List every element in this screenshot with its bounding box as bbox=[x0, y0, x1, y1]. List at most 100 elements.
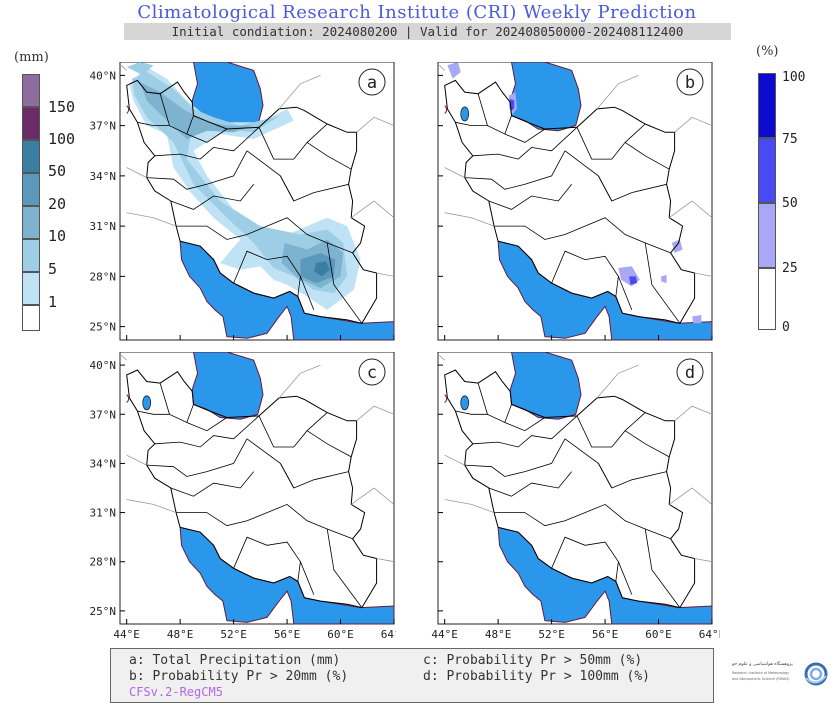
province-border bbox=[551, 536, 619, 582]
province-border bbox=[326, 242, 363, 324]
precip-contour bbox=[126, 62, 154, 76]
legend-swatch-50 bbox=[22, 140, 40, 173]
legend-level: 100 bbox=[782, 70, 806, 85]
probability-legend-unit: (%) bbox=[756, 44, 779, 59]
province-border bbox=[159, 93, 194, 135]
province-border bbox=[266, 217, 353, 254]
legend-level: 50 bbox=[782, 196, 798, 211]
legend-level: 25 bbox=[782, 261, 798, 276]
neighbour-border bbox=[694, 558, 713, 563]
legend-swatch-0-25 bbox=[758, 268, 776, 330]
neighbour-border bbox=[596, 364, 639, 399]
lat-label: 40°N bbox=[90, 359, 117, 372]
iran-border bbox=[126, 369, 378, 609]
province-border bbox=[576, 412, 646, 448]
lat-label: 31°N bbox=[90, 507, 117, 520]
legend-level: 50 bbox=[48, 162, 67, 180]
panel-letter: a bbox=[367, 73, 377, 93]
legend-level: 10 bbox=[48, 227, 67, 245]
iran-border bbox=[444, 79, 696, 324]
province-border bbox=[472, 415, 578, 448]
panel-description-box: a: Total Precipitation (mm) c: Probabili… bbox=[110, 648, 714, 703]
lat-label: 25°N bbox=[90, 321, 117, 334]
coastline-mark bbox=[126, 394, 130, 403]
province-border bbox=[146, 150, 248, 190]
province-border bbox=[494, 225, 586, 240]
lon-label: 44°E bbox=[431, 628, 458, 641]
province-border bbox=[644, 242, 681, 324]
province-border bbox=[504, 417, 546, 432]
coastline-mark bbox=[444, 394, 448, 403]
neighbour-border bbox=[350, 200, 395, 219]
neighbour-border bbox=[444, 499, 495, 513]
lon-label: 44°E bbox=[113, 628, 139, 641]
panel-letter: c bbox=[367, 363, 377, 383]
province-border bbox=[488, 471, 573, 497]
neighbour-border bbox=[674, 405, 713, 422]
precip-contour bbox=[140, 82, 254, 139]
iran-border bbox=[126, 79, 378, 324]
probability-legend: (%) 100 75 50 25 0 bbox=[740, 40, 834, 340]
model-name: CFSv.2-RegCM5 bbox=[129, 685, 223, 699]
map-panel-c: 40°N 37°N 34°N 31°N 28°N 25°N 44°E 48°E 52°E 56°E… bbox=[78, 351, 407, 644]
province-border bbox=[644, 528, 681, 608]
province-border bbox=[159, 382, 194, 424]
province-border bbox=[564, 150, 613, 202]
neighbour-border bbox=[126, 167, 147, 178]
province-border bbox=[186, 417, 228, 432]
legend-level: 1 bbox=[48, 293, 58, 311]
province-border bbox=[154, 415, 260, 448]
province-border bbox=[176, 512, 268, 527]
lon-label: 64°E bbox=[699, 628, 720, 641]
province-border bbox=[258, 123, 328, 160]
neighbour-border bbox=[356, 116, 395, 133]
neighbour-border bbox=[356, 405, 395, 422]
probability-contour bbox=[671, 239, 683, 253]
legend-swatch-1 bbox=[22, 272, 40, 305]
lon-label: 48°E bbox=[167, 628, 194, 641]
legend-level: 150 bbox=[48, 98, 76, 116]
neighbour-border bbox=[121, 65, 127, 71]
neighbour-border bbox=[596, 75, 639, 110]
province-border bbox=[576, 123, 646, 160]
legend-swatch-20 bbox=[22, 173, 40, 206]
probability-contour bbox=[447, 62, 461, 79]
province-border bbox=[176, 225, 268, 240]
lon-label: 64°E bbox=[381, 628, 396, 641]
province-border bbox=[186, 128, 228, 143]
chart-subtitle: Initial condiation: 2024080200 | Valid f… bbox=[124, 23, 731, 40]
coastline-mark bbox=[126, 105, 130, 114]
lat-label: 34°N bbox=[90, 457, 117, 470]
lat-label: 28°N bbox=[90, 556, 117, 569]
neighbour-border bbox=[376, 558, 395, 563]
probability-contour bbox=[629, 276, 638, 285]
province-border bbox=[170, 471, 255, 497]
province-border bbox=[494, 512, 586, 527]
neighbour-border bbox=[674, 116, 713, 133]
precip-legend-unit: (mm) bbox=[14, 50, 49, 65]
lat-label: 25°N bbox=[90, 605, 117, 618]
province-border bbox=[624, 430, 670, 458]
lat-label: 37°N bbox=[90, 408, 117, 421]
neighbour-border bbox=[126, 499, 177, 513]
panel-letter: b bbox=[685, 73, 695, 93]
province-border bbox=[472, 127, 578, 160]
precip-legend: (mm) 150 100 50 20 10 5 1 bbox=[0, 40, 110, 340]
province-border bbox=[300, 276, 315, 311]
neighbour-border bbox=[278, 75, 321, 110]
map-panel-a: 40°N 37°N 34°N 31°N 28°N 25°N a bbox=[78, 61, 396, 342]
swirl-logo-icon bbox=[804, 662, 828, 686]
legend-level: 5 bbox=[48, 260, 58, 278]
lat-label: 31°N bbox=[90, 220, 117, 233]
province-border bbox=[233, 536, 301, 582]
province-border bbox=[477, 382, 512, 424]
caspian-sea bbox=[191, 351, 264, 420]
description-c: c: Probability Pr > 50mm (%) bbox=[423, 653, 643, 668]
map-panel-b: b bbox=[396, 61, 720, 342]
map-panel-d: 44°E 48°E 52°E 56°E 60°E 64°E d bbox=[396, 351, 725, 644]
legend-swatch-5 bbox=[22, 239, 40, 272]
province-border bbox=[584, 217, 671, 254]
province-border bbox=[306, 430, 352, 458]
neighbour-border bbox=[439, 65, 445, 71]
lat-label: 40°N bbox=[90, 69, 117, 82]
